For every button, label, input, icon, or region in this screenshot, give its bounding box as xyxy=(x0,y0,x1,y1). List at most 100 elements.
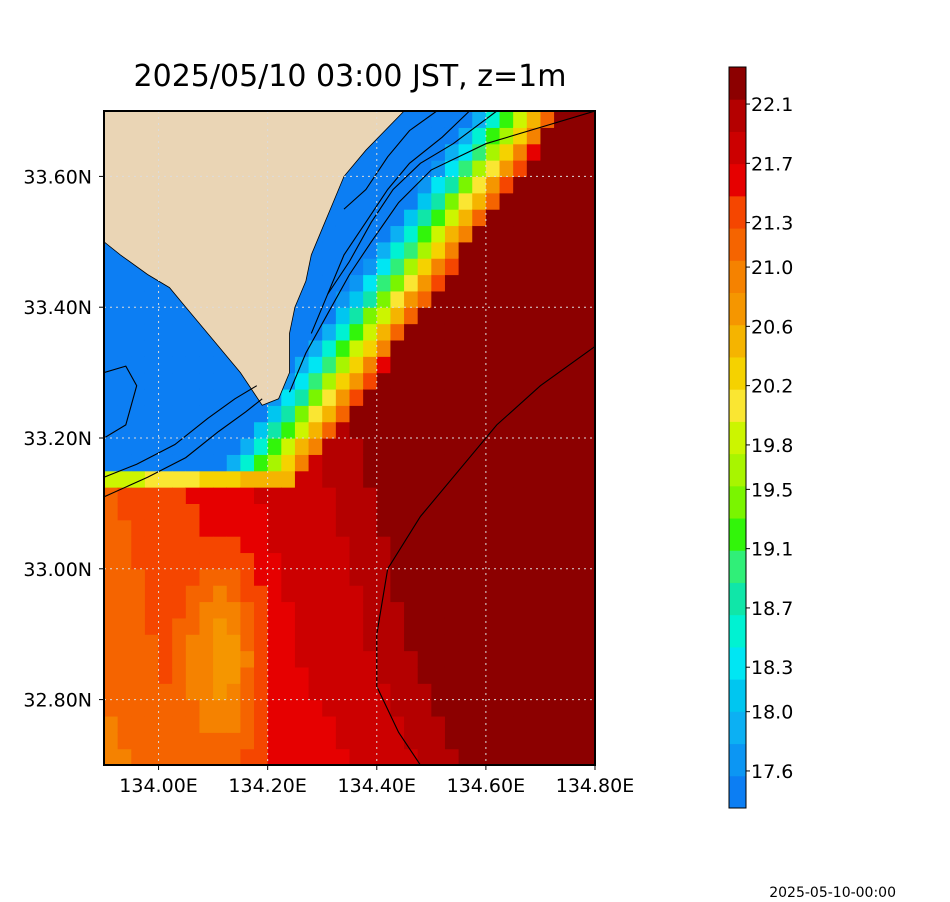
heatmap-cell xyxy=(526,388,542,406)
heatmap-cell xyxy=(567,192,582,210)
colorbar-swatch xyxy=(729,743,746,777)
heatmap-cell xyxy=(376,748,392,765)
heatmap-cell xyxy=(226,519,241,537)
heatmap-cell xyxy=(554,585,569,603)
heatmap-cell xyxy=(144,552,160,570)
heatmap-cell xyxy=(417,160,432,177)
heatmap-cell xyxy=(404,323,419,341)
heatmap-cell xyxy=(485,290,501,308)
heatmap-cell xyxy=(540,438,555,455)
heatmap-cell xyxy=(281,438,296,455)
heatmap-cell xyxy=(431,405,446,423)
heatmap-cell xyxy=(172,405,187,423)
contour-line xyxy=(104,385,258,478)
heatmap-cell xyxy=(172,487,187,504)
heatmap-cell xyxy=(472,650,487,668)
heatmap-cell xyxy=(444,454,460,472)
heatmap-cell xyxy=(567,388,582,406)
heatmap-cell xyxy=(485,519,501,537)
heatmap-cell xyxy=(267,683,282,701)
heatmap-cell xyxy=(567,209,582,227)
heatmap-cell xyxy=(104,683,119,701)
colorbar-tick-label: 18.0 xyxy=(751,702,793,724)
heatmap-cell xyxy=(308,487,323,504)
heatmap-cell xyxy=(554,470,569,488)
heatmap-cell xyxy=(404,536,419,554)
heatmap-cell xyxy=(404,160,419,177)
heatmap-cell xyxy=(322,536,337,554)
heatmap-cell xyxy=(417,699,432,717)
heatmap-cell xyxy=(185,519,201,537)
heatmap-cell xyxy=(335,634,351,652)
heatmap-cell xyxy=(349,666,364,684)
heatmap-cell xyxy=(376,388,392,406)
colorbar-swatch xyxy=(729,163,746,197)
heatmap-cell xyxy=(294,568,310,586)
heatmap-cell xyxy=(158,454,173,472)
heatmap-cell xyxy=(117,356,132,374)
heatmap-cell xyxy=(540,503,555,521)
heatmap-cell xyxy=(199,405,214,423)
heatmap-cell xyxy=(581,258,595,276)
heatmap-cell xyxy=(240,699,255,717)
heatmap-cell xyxy=(567,290,582,308)
heatmap-cell xyxy=(390,487,405,504)
heatmap-cell xyxy=(581,356,595,374)
heatmap-cell xyxy=(472,339,487,357)
heatmap-cell xyxy=(240,470,255,488)
colorbar-swatch xyxy=(729,421,746,455)
heatmap-cell xyxy=(513,274,528,292)
heatmap-cell xyxy=(363,438,378,455)
heatmap-cell xyxy=(540,617,555,635)
heatmap-cell xyxy=(376,503,392,521)
heatmap-cell xyxy=(554,421,569,439)
heatmap-cell xyxy=(513,241,528,259)
heatmap-cell xyxy=(444,650,460,668)
heatmap-cell xyxy=(322,601,337,619)
heatmap-cell xyxy=(485,225,501,243)
heatmap-cell xyxy=(417,323,432,341)
heatmap-cell xyxy=(485,617,501,635)
heatmap-cell xyxy=(417,356,432,374)
heatmap-cell xyxy=(458,176,473,194)
heatmap-cell xyxy=(349,421,364,439)
heatmap-cell xyxy=(158,290,173,308)
heatmap-cell xyxy=(404,405,419,423)
heatmap-cell xyxy=(540,258,555,276)
heatmap-cell xyxy=(458,552,473,570)
heatmap-cell xyxy=(267,421,282,439)
heatmap-cell xyxy=(158,503,173,521)
heatmap-cell xyxy=(404,372,419,390)
heatmap-cell xyxy=(335,454,351,472)
heatmap-cell xyxy=(513,650,528,668)
heatmap-cell xyxy=(513,552,528,570)
heatmap-cell xyxy=(513,568,528,586)
heatmap-cell xyxy=(390,470,405,488)
heatmap-cell xyxy=(294,519,310,537)
heatmap-cell xyxy=(417,307,432,325)
heatmap-cell xyxy=(472,470,487,488)
heatmap-cell xyxy=(267,634,282,652)
heatmap-cell xyxy=(281,732,296,750)
heatmap-cell xyxy=(322,666,337,684)
heatmap-cell xyxy=(363,470,378,488)
heatmap-cell xyxy=(308,339,323,357)
heatmap-cell xyxy=(513,601,528,619)
heatmap-cell xyxy=(513,143,528,161)
heatmap-cell xyxy=(390,405,405,423)
heatmap-cell xyxy=(308,650,323,668)
heatmap-cell xyxy=(567,503,582,521)
heatmap-cell xyxy=(226,585,241,603)
heatmap-cell xyxy=(117,601,132,619)
heatmap-cell xyxy=(363,307,378,325)
heatmap-cell xyxy=(499,111,514,128)
heatmap-cell xyxy=(185,339,201,357)
heatmap-cell xyxy=(417,617,432,635)
heatmap-cell xyxy=(485,372,501,390)
heatmap-cell xyxy=(567,699,582,717)
colorbar-swatch xyxy=(729,485,746,519)
colorbar-swatch xyxy=(729,582,746,616)
heatmap-cell xyxy=(322,634,337,652)
heatmap-cell xyxy=(567,732,582,750)
heatmap-cell xyxy=(172,388,187,406)
